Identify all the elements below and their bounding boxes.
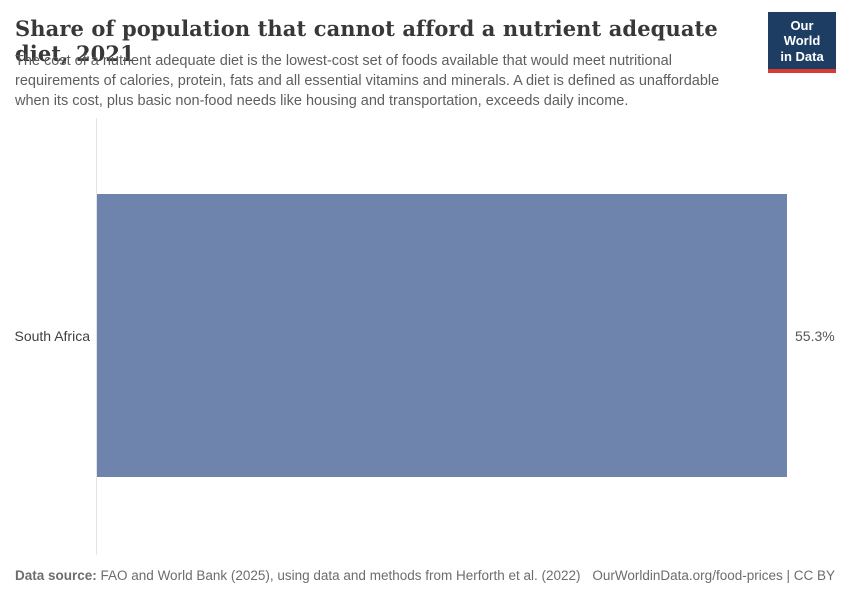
owid-logo[interactable]: Our World in Data — [768, 12, 836, 73]
data-source-label: Data source: — [15, 568, 97, 583]
bar-south-africa[interactable] — [97, 194, 787, 477]
bar-value-label: 55.3% — [795, 327, 835, 344]
data-source-text: FAO and World Bank (2025), using data an… — [96, 568, 581, 583]
entity-label: South Africa — [14, 327, 91, 344]
chart-footer: Data source: FAO and World Bank (2025), … — [15, 568, 835, 583]
origin-link[interactable]: OurWorldinData.org/food-prices | CC BY — [592, 568, 835, 583]
data-source-note: Data source: FAO and World Bank (2025), … — [15, 568, 581, 583]
chart-subtitle: The cost of a nutrient adequate diet is … — [15, 53, 720, 109]
y-axis-line — [96, 118, 97, 555]
owid-logo-line1: Our World — [783, 18, 821, 49]
bar-row-south-africa: South Africa 55.3% — [0, 194, 850, 477]
owid-logo-line2: in Data — [780, 48, 824, 64]
chart-title: Share of population that cannot afford a… — [15, 16, 718, 66]
